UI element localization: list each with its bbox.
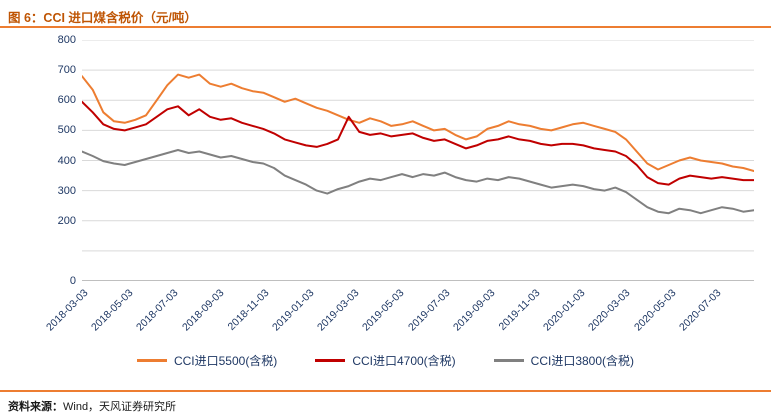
y-axis-label: 600 bbox=[57, 94, 76, 107]
figure-title: 图 6：CCI 进口煤含税价（元/吨） bbox=[8, 11, 197, 25]
bottom-divider bbox=[0, 390, 771, 392]
series-line-3 bbox=[82, 149, 754, 215]
y-axis-label: 0 bbox=[69, 275, 76, 287]
source-note: 资料来源：Wind，天风证券研究所 bbox=[8, 398, 176, 414]
y-axis-label: 300 bbox=[57, 184, 76, 197]
top-divider bbox=[0, 26, 771, 28]
y-axis-label: 400 bbox=[57, 154, 76, 167]
legend-label: CCI进口4700(含税) bbox=[352, 354, 456, 368]
y-axis-label: 200 bbox=[57, 214, 76, 227]
legend-label: CCI进口5500(含税) bbox=[173, 354, 278, 368]
series-line-2 bbox=[82, 100, 754, 186]
legend-line-swatch bbox=[493, 359, 524, 362]
plot-svg bbox=[82, 40, 754, 281]
legend-line-swatch bbox=[136, 359, 167, 362]
series-line-1 bbox=[82, 73, 754, 172]
legend-line-swatch bbox=[315, 359, 346, 362]
y-axis-label: 800 bbox=[57, 34, 76, 46]
legend-label: CCI进口3800(含税) bbox=[530, 354, 635, 368]
legend: CCI进口5500(含税) CCI进口4700(含税) CCI进口3800(含税) bbox=[0, 352, 771, 369]
source-label: 资料来源： bbox=[8, 401, 63, 413]
y-axis-label: 500 bbox=[57, 124, 76, 137]
legend-item-1: CCI进口5500(含税) bbox=[136, 352, 278, 369]
legend-item-2: CCI进口4700(含税) bbox=[315, 352, 456, 369]
y-axis-label: 700 bbox=[57, 64, 76, 77]
legend-item-3: CCI进口3800(含税) bbox=[493, 352, 635, 369]
source-text: Wind，天风证券研究所 bbox=[63, 401, 177, 413]
